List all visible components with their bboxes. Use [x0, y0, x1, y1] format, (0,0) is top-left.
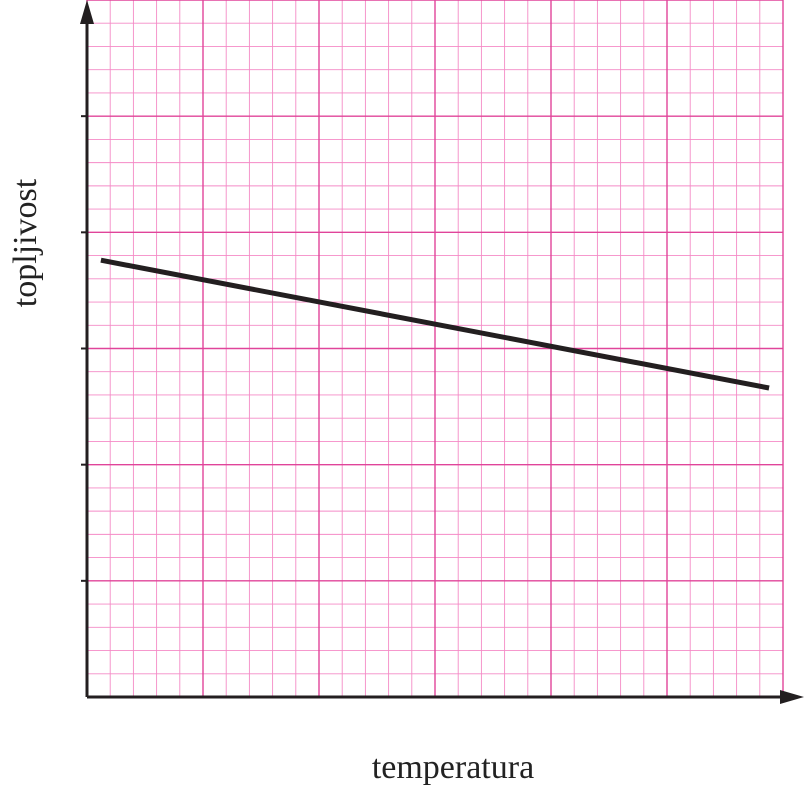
axes-group: [80, 0, 804, 704]
x-axis-arrowhead: [780, 690, 804, 704]
x-axis-title: temperatura: [372, 749, 534, 786]
data-line: [100, 257, 770, 391]
y-axis-arrowhead: [80, 0, 94, 24]
major-grid: [86, 0, 784, 698]
y-axis-title: topljivost: [7, 178, 44, 307]
series-group: [100, 257, 770, 391]
